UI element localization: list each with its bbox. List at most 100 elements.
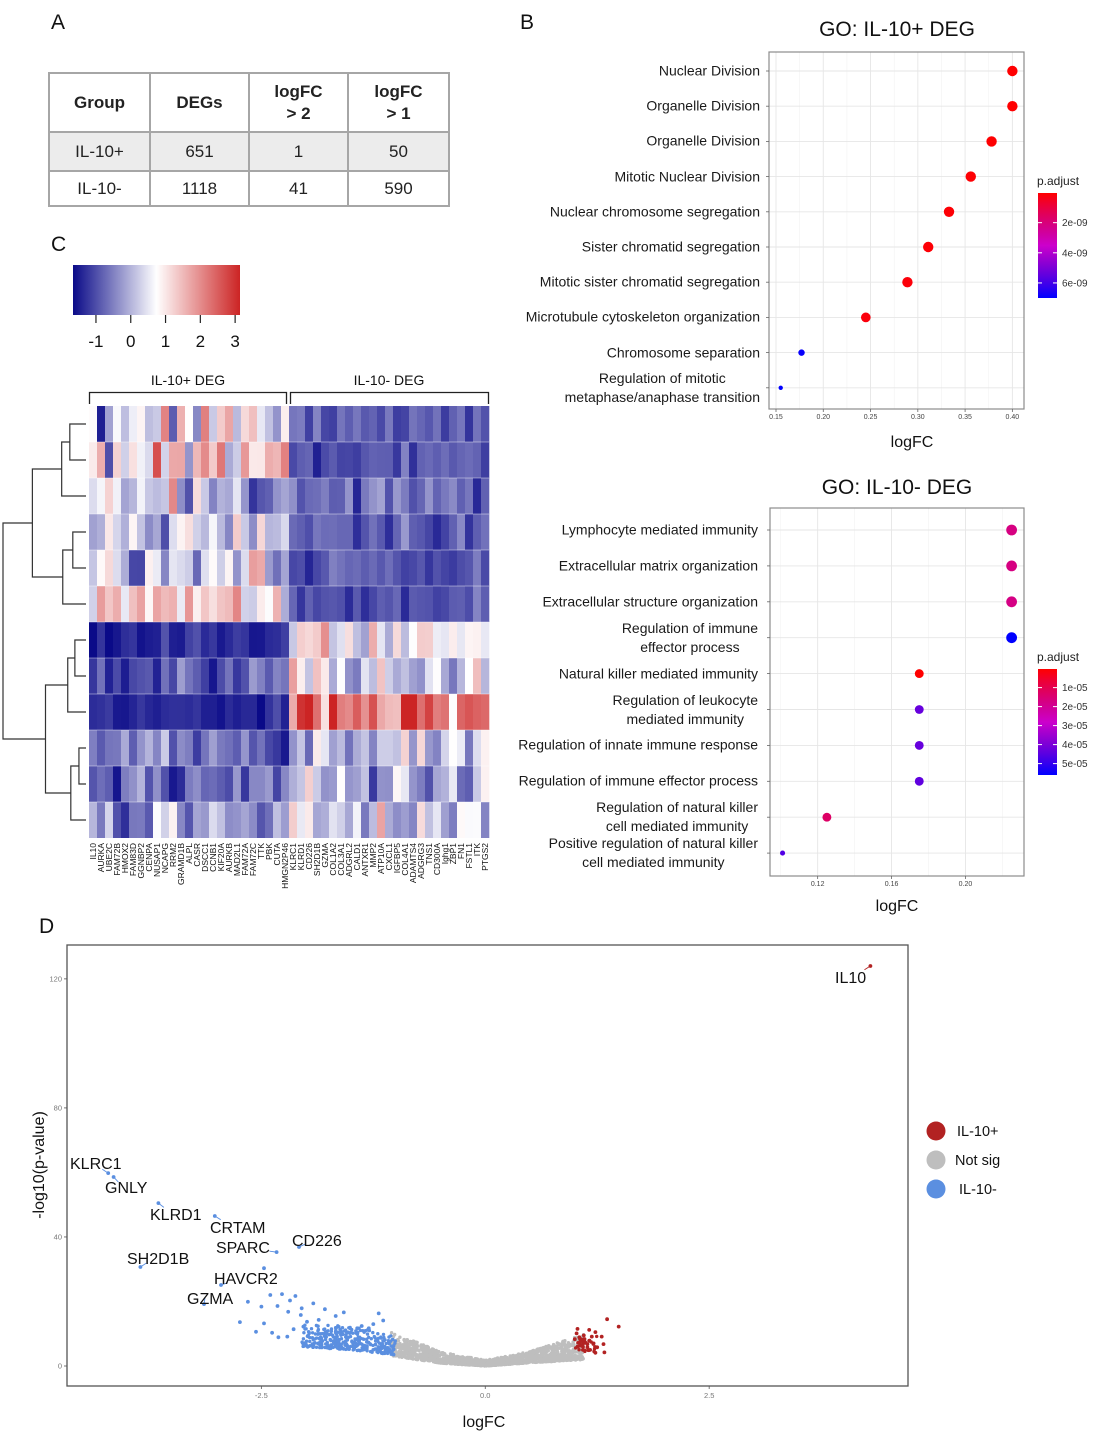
dendrogram-branch — [61, 441, 86, 497]
heatmap-cell — [225, 730, 234, 766]
heatmap-cell — [297, 730, 306, 766]
heatmap-cell — [481, 514, 490, 550]
heatmap-cell — [185, 622, 194, 658]
volcano-point — [333, 1314, 338, 1318]
heatmap-cell — [401, 442, 410, 478]
heatmap-cell — [313, 802, 322, 838]
table-header-row: Group DEGs logFC > 2 logFC > 1 — [48, 72, 450, 133]
heatmap-cell — [233, 694, 242, 730]
heatmap-cell — [209, 622, 218, 658]
go-term-label-line: effector process — [640, 638, 740, 655]
heatmap-cell — [369, 586, 378, 622]
volcano-point — [361, 1343, 365, 1348]
heatmap-cell — [409, 586, 418, 622]
heatmap-cell — [441, 766, 450, 802]
column-header-logfc-gt1: logFC > 1 — [347, 72, 450, 133]
go-term-dot — [1007, 101, 1018, 112]
cell-group: IL-10+ — [48, 131, 151, 172]
volcano-point — [389, 1334, 393, 1338]
heatmap-cell — [89, 406, 98, 442]
heatmap-cell — [281, 730, 290, 766]
go-term-label-line: Mitotic sister chromatid segregation — [539, 273, 760, 290]
heatmap-cell — [441, 478, 450, 514]
heatmap-cell — [297, 442, 306, 478]
heatmap-cell — [337, 694, 346, 730]
gene-label: TNS1 — [424, 843, 434, 865]
volcano-point — [316, 1318, 321, 1322]
volcano-point — [558, 1359, 562, 1363]
plot-border — [768, 51, 1025, 410]
volcano-point — [430, 1348, 435, 1352]
heatmap-cell — [225, 622, 234, 658]
heatmap-cell — [465, 802, 474, 838]
volcano-point — [443, 1358, 448, 1363]
colorbar — [1038, 193, 1057, 298]
heatmap-cell — [217, 622, 226, 658]
volcano-point — [458, 1357, 463, 1361]
heatmap-cell — [433, 766, 442, 802]
heatmap-cell — [241, 658, 250, 694]
volcano-point — [384, 1341, 388, 1346]
heatmap-cell — [393, 514, 402, 550]
heatmap-cell — [289, 550, 298, 586]
heatmap-cell — [185, 658, 194, 694]
volcano-point — [319, 1339, 324, 1343]
heatmap-cell — [129, 550, 138, 586]
volcano-point — [314, 1323, 319, 1328]
go-term-dot — [798, 349, 805, 356]
heatmap-cell — [217, 586, 226, 622]
heatmap-cell — [121, 730, 130, 766]
volcano-point — [593, 1350, 598, 1355]
volcano-points — [106, 964, 873, 1368]
heatmap-cell — [377, 730, 386, 766]
heatmap-cell — [137, 550, 146, 586]
heatmap-cell — [457, 766, 466, 802]
heatmap-cell — [449, 586, 458, 622]
heatmap-cell — [409, 514, 418, 550]
heatmap-cell — [393, 406, 402, 442]
heatmap-cell — [465, 550, 474, 586]
go-term-dot — [780, 850, 786, 856]
heatmap-cell — [385, 478, 394, 514]
heatmap-cell — [257, 766, 266, 802]
gene-label: HMGN2P46 — [280, 843, 290, 889]
gene-label: AURKA — [96, 843, 106, 873]
volcano-point — [566, 1341, 570, 1346]
volcano-point — [359, 1324, 364, 1328]
heatmap-cell — [153, 622, 162, 658]
heatmap-cell — [329, 478, 338, 514]
heatmap-cell — [105, 550, 114, 586]
heatmap-cell — [145, 550, 154, 586]
heatmap-cell — [265, 586, 274, 622]
column-header-group: Group — [48, 72, 151, 133]
column-header-logfc-gt2: logFC > 2 — [248, 72, 349, 133]
volcano-point — [333, 1330, 338, 1334]
volcano-point — [429, 1357, 434, 1362]
volcano-point — [414, 1357, 418, 1362]
heatmap-cell — [409, 658, 418, 694]
heatmap-cell — [281, 478, 290, 514]
gene-label: FAM72A — [240, 843, 250, 876]
heatmap-cell — [129, 406, 138, 442]
volcano-point — [563, 1356, 567, 1360]
volcano-point — [496, 1363, 500, 1367]
heatmap-cell — [353, 802, 362, 838]
heatmap-cell — [481, 406, 490, 442]
volcano-point — [527, 1360, 532, 1364]
heatmap-cell — [369, 406, 378, 442]
heatmap-cell — [473, 622, 482, 658]
go-term-label: Regulation of immune effector process — [519, 772, 758, 791]
volcano-point — [532, 1360, 537, 1364]
heatmap-cell — [185, 802, 194, 838]
heatmap-cell — [457, 694, 466, 730]
volcano-point — [317, 1342, 321, 1346]
heatmap-cell — [217, 550, 226, 586]
heatmap-cell — [97, 766, 106, 802]
legend-swatch-il10-pos — [926, 1121, 946, 1141]
heatmap-cell — [361, 730, 370, 766]
go-term-label: Organelle Division — [646, 132, 760, 151]
heatmap-cell — [393, 730, 402, 766]
heatmap-cell — [145, 622, 154, 658]
gene-label: SH2D1B — [127, 1251, 189, 1268]
